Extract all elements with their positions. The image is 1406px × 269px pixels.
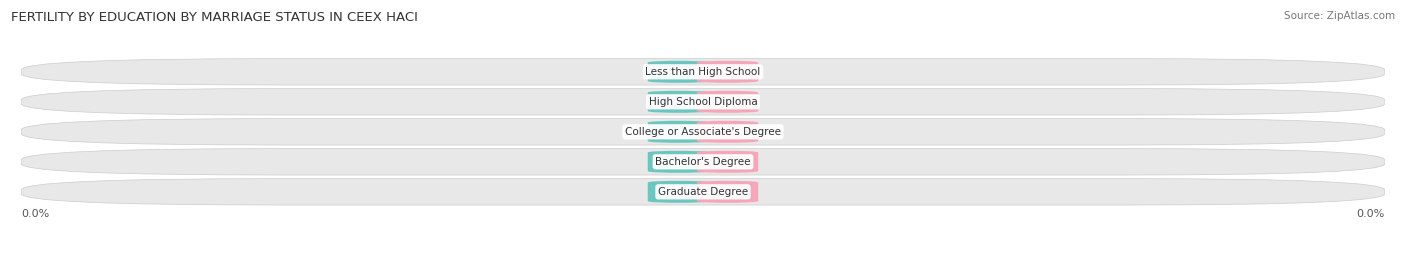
Text: 0.0%: 0.0% [666, 97, 692, 106]
Legend: Married, Unmarried: Married, Unmarried [621, 265, 785, 269]
FancyBboxPatch shape [697, 181, 758, 203]
FancyBboxPatch shape [697, 61, 758, 83]
Text: 0.0%: 0.0% [666, 187, 692, 196]
FancyBboxPatch shape [697, 91, 758, 113]
Text: FERTILITY BY EDUCATION BY MARRIAGE STATUS IN CEEX HACI: FERTILITY BY EDUCATION BY MARRIAGE STATU… [11, 11, 418, 24]
Text: Less than High School: Less than High School [645, 67, 761, 77]
Text: 0.0%: 0.0% [666, 157, 692, 166]
Text: High School Diploma: High School Diploma [648, 97, 758, 107]
FancyBboxPatch shape [648, 151, 709, 173]
FancyBboxPatch shape [648, 121, 709, 143]
FancyBboxPatch shape [648, 181, 709, 203]
FancyBboxPatch shape [21, 148, 1385, 175]
Text: 0.0%: 0.0% [1357, 209, 1385, 219]
Text: 0.0%: 0.0% [714, 187, 740, 196]
FancyBboxPatch shape [648, 91, 709, 113]
Text: 0.0%: 0.0% [714, 127, 740, 136]
Text: Graduate Degree: Graduate Degree [658, 187, 748, 197]
FancyBboxPatch shape [21, 119, 1385, 145]
Text: 0.0%: 0.0% [666, 67, 692, 76]
FancyBboxPatch shape [21, 59, 1385, 85]
FancyBboxPatch shape [697, 121, 758, 143]
FancyBboxPatch shape [21, 179, 1385, 205]
Text: Source: ZipAtlas.com: Source: ZipAtlas.com [1284, 11, 1395, 21]
FancyBboxPatch shape [648, 61, 709, 83]
Text: Bachelor's Degree: Bachelor's Degree [655, 157, 751, 167]
Text: College or Associate's Degree: College or Associate's Degree [626, 127, 780, 137]
Text: 0.0%: 0.0% [714, 67, 740, 76]
FancyBboxPatch shape [21, 89, 1385, 115]
Text: 0.0%: 0.0% [714, 97, 740, 106]
Text: 0.0%: 0.0% [714, 157, 740, 166]
FancyBboxPatch shape [697, 151, 758, 173]
Text: 0.0%: 0.0% [666, 127, 692, 136]
Text: 0.0%: 0.0% [21, 209, 49, 219]
